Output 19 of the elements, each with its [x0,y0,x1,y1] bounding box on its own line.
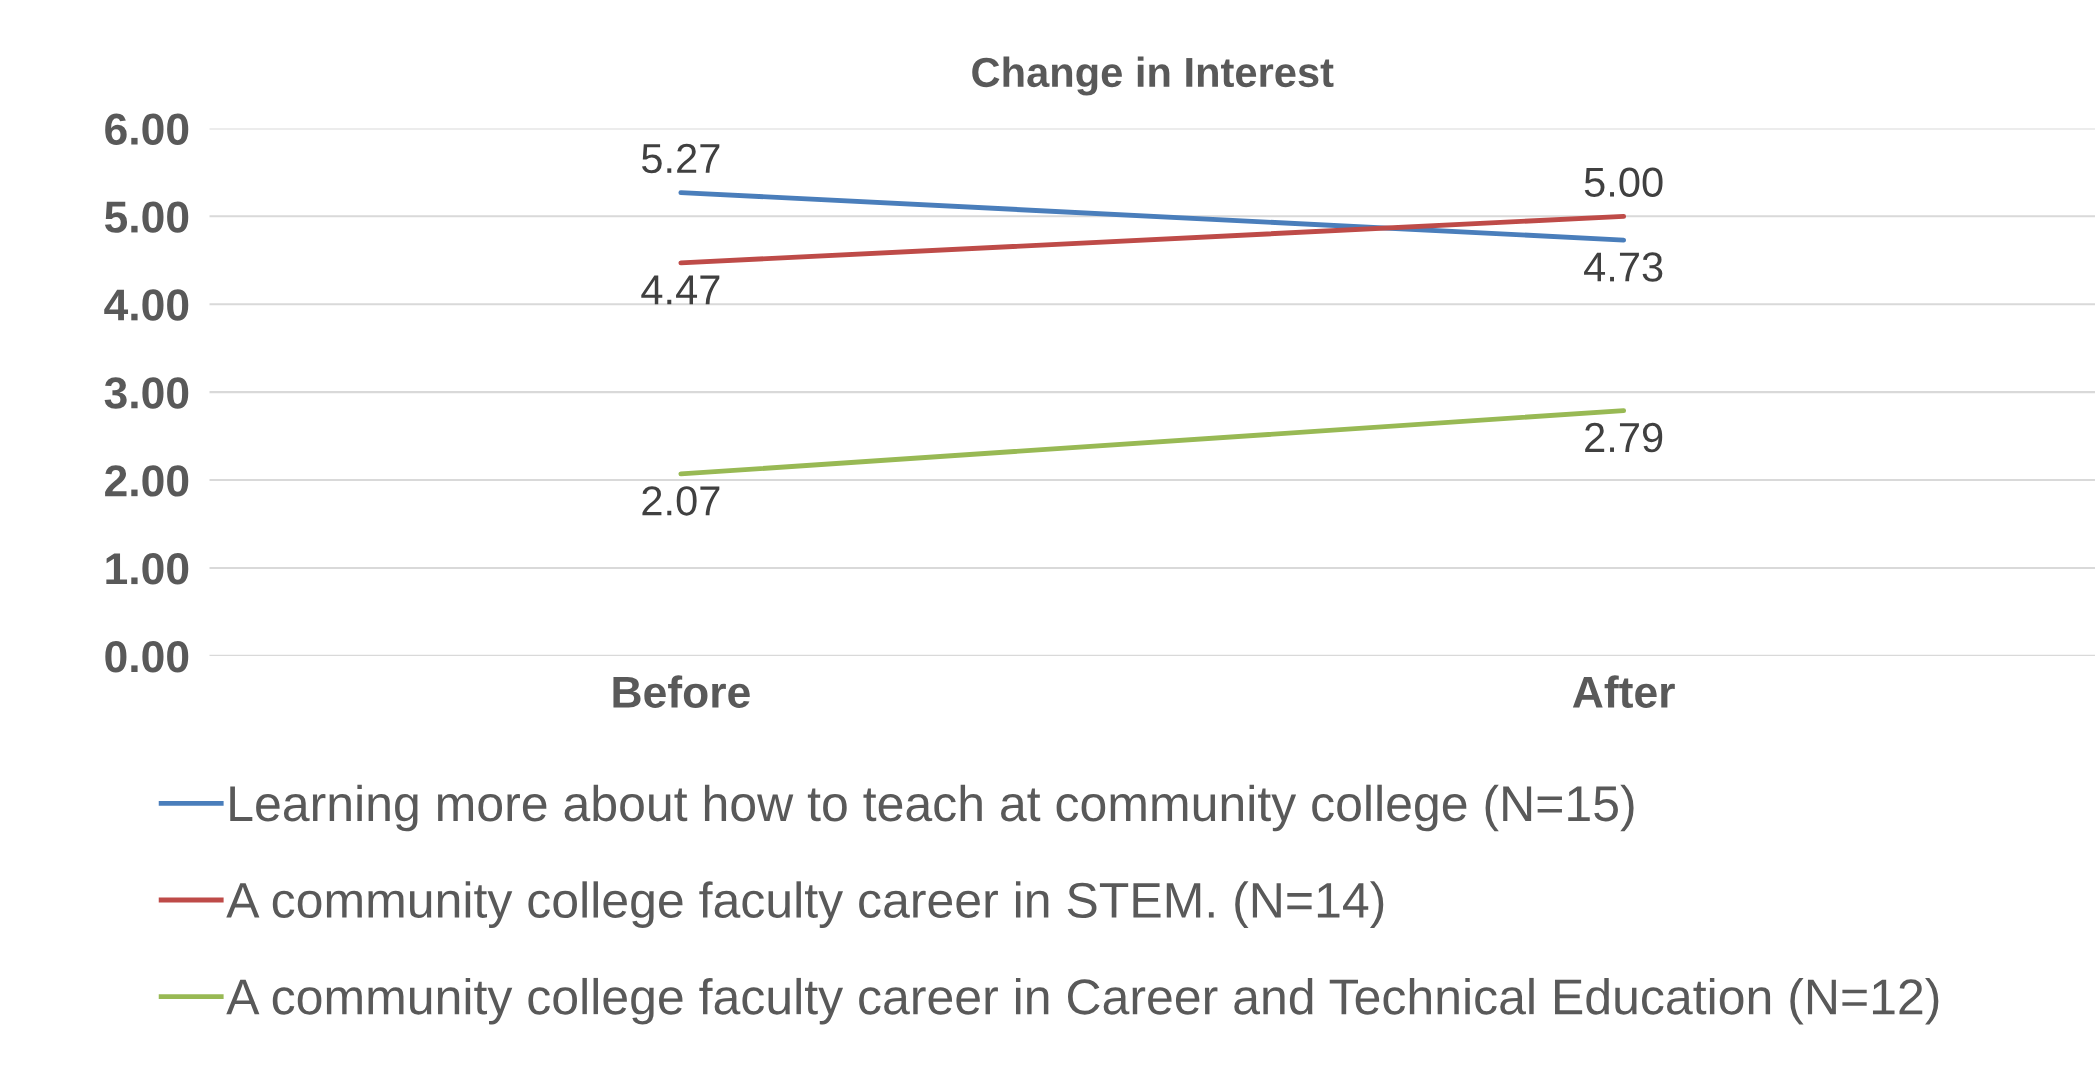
legend-label: Learning more about how to teach at community college (N=15) [230,784,1634,832]
y-tick-label: 4.00 [104,289,189,321]
data-label: 2.07 [642,486,720,516]
y-tick-label: 2.00 [105,465,189,497]
y-tick-label: 3.00 [104,377,189,409]
y-tick-label: 5.00 [104,201,189,233]
data-label: 5.00 [1584,167,1663,197]
y-tick-label: 6.00 [105,113,189,145]
data-label: 4.47 [641,275,720,305]
chart-title: Change in Interest [972,56,1334,96]
data-label: 4.73 [1584,252,1663,282]
legend-label: A community college faculty career in Career and Technical Education (N=12) [226,977,1939,1025]
data-label: 5.27 [642,143,720,174]
x-tick-label: Before [613,675,750,708]
y-tick-label: 1.00 [106,553,189,585]
data-label: 2.79 [1585,422,1663,453]
y-tick-label: 0.00 [105,640,189,673]
legend-label: A community college faculty career in STEM. (N=14) [226,881,1384,928]
x-tick-label: After [1572,675,1675,708]
